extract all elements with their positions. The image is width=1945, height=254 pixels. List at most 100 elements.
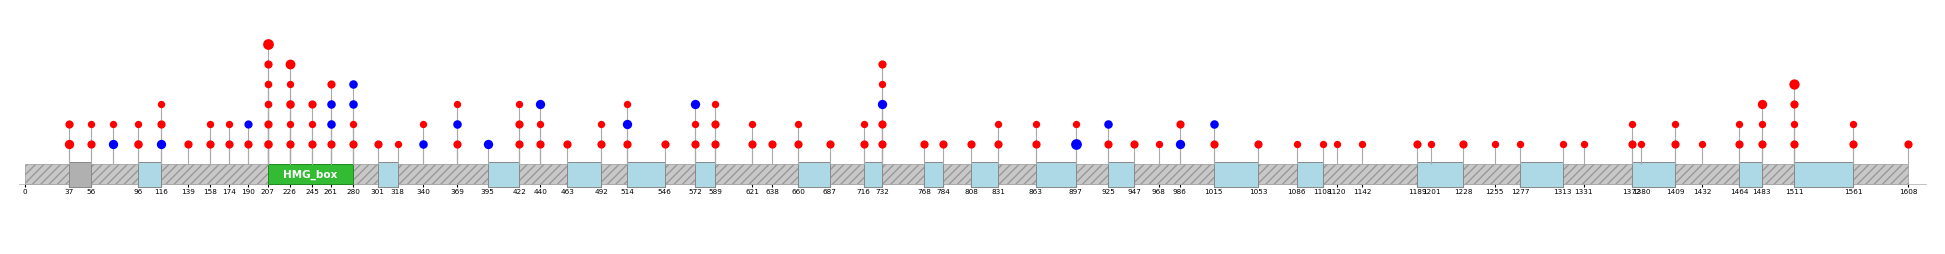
Point xyxy=(1144,142,1175,147)
Point xyxy=(76,142,107,147)
Point xyxy=(1118,142,1149,147)
Point xyxy=(1747,123,1778,127)
Point xyxy=(867,123,899,127)
Point xyxy=(296,142,327,147)
Point xyxy=(504,142,535,147)
Point xyxy=(585,142,617,147)
Bar xyxy=(1418,162,1463,187)
Point xyxy=(782,123,813,127)
Point xyxy=(362,142,393,147)
Point xyxy=(1447,142,1478,147)
Point xyxy=(552,142,584,147)
Point xyxy=(700,123,731,127)
Point xyxy=(867,142,899,147)
Point xyxy=(253,123,284,127)
Point xyxy=(97,142,128,147)
Point xyxy=(1686,142,1717,147)
Point xyxy=(908,142,939,147)
Point xyxy=(253,43,284,47)
Point xyxy=(1165,123,1196,127)
Point xyxy=(1838,142,1869,147)
Point xyxy=(253,103,284,107)
Point xyxy=(231,123,263,127)
Point xyxy=(1723,142,1754,147)
Bar xyxy=(1521,162,1562,187)
Bar xyxy=(924,162,943,187)
Point xyxy=(1282,142,1313,147)
Point xyxy=(442,123,473,127)
Point xyxy=(146,123,177,127)
Point xyxy=(525,142,556,147)
Point xyxy=(504,103,535,107)
Point xyxy=(1307,142,1338,147)
Point xyxy=(611,142,642,147)
Point xyxy=(1626,142,1657,147)
Point xyxy=(1659,123,1690,127)
Point xyxy=(1198,142,1229,147)
Point xyxy=(737,142,768,147)
Point xyxy=(274,103,305,107)
Point xyxy=(679,142,710,147)
Point xyxy=(867,103,899,107)
Point xyxy=(53,123,84,127)
Point xyxy=(1416,142,1447,147)
Bar xyxy=(138,162,161,187)
Point xyxy=(296,103,327,107)
Point xyxy=(1892,142,1924,147)
Point xyxy=(315,142,346,147)
Bar xyxy=(68,162,91,187)
Point xyxy=(1505,142,1537,147)
Bar xyxy=(1632,162,1675,187)
Point xyxy=(76,123,107,127)
Point xyxy=(1780,123,1811,127)
Point xyxy=(1659,142,1690,147)
Bar xyxy=(1109,162,1134,187)
Point xyxy=(338,103,370,107)
Point xyxy=(408,142,440,147)
Point xyxy=(253,63,284,67)
Point xyxy=(700,103,731,107)
Point xyxy=(679,103,710,107)
Point xyxy=(928,142,959,147)
Bar xyxy=(626,162,665,187)
Point xyxy=(611,103,642,107)
Point xyxy=(1478,142,1509,147)
Point xyxy=(274,63,305,67)
Bar xyxy=(488,162,519,187)
Point xyxy=(214,142,245,147)
Bar xyxy=(1297,162,1323,187)
Point xyxy=(1021,123,1052,127)
Point xyxy=(848,142,879,147)
Point xyxy=(194,123,226,127)
Point xyxy=(611,123,642,127)
Point xyxy=(504,123,535,127)
Bar xyxy=(1037,162,1076,187)
Point xyxy=(1723,123,1754,127)
Point xyxy=(700,142,731,147)
Bar xyxy=(268,164,354,184)
Point xyxy=(123,123,154,127)
Point xyxy=(123,142,154,147)
Point xyxy=(848,123,879,127)
Point xyxy=(408,123,440,127)
Point xyxy=(525,103,556,107)
Point xyxy=(315,123,346,127)
Point xyxy=(1060,123,1091,127)
Bar xyxy=(25,164,1908,184)
Point xyxy=(782,142,813,147)
Point xyxy=(315,103,346,107)
Point xyxy=(737,123,768,127)
Point xyxy=(231,142,263,147)
Point xyxy=(815,142,846,147)
Bar xyxy=(694,162,716,187)
Point xyxy=(274,142,305,147)
Point xyxy=(1780,83,1811,87)
Bar xyxy=(797,162,831,187)
Point xyxy=(253,142,284,147)
Point xyxy=(982,142,1013,147)
Point xyxy=(274,83,305,87)
Point xyxy=(1346,142,1377,147)
Point xyxy=(381,142,412,147)
Point xyxy=(253,83,284,87)
Point xyxy=(97,123,128,127)
